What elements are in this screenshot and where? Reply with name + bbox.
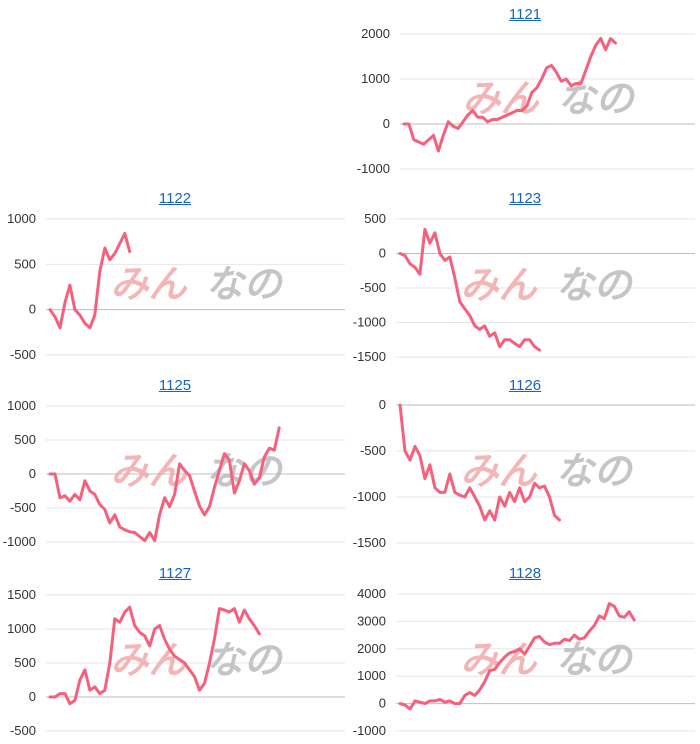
chart-panel-1123: 1123 500 0 -500 -1000 -1500 みん なの bbox=[350, 190, 700, 370]
line-chart: 2000 1000 0 -1000 みん なの bbox=[357, 26, 695, 176]
svg-text:なの: なの bbox=[556, 263, 634, 307]
y-tick-label: 1000 bbox=[361, 71, 390, 86]
y-tick-label: -1000 bbox=[353, 723, 386, 738]
series-line bbox=[398, 227, 541, 352]
y-tick-label: 0 bbox=[383, 116, 390, 131]
line-chart: 1000 500 0 -500 -1000 みん なの bbox=[3, 398, 345, 549]
chart-panel-1128: 1128 4000 3000 2000 1000 0 -1000 みん なの bbox=[350, 565, 700, 744]
y-tick-label: 0 bbox=[29, 466, 36, 481]
line-chart: 4000 3000 2000 1000 0 -1000 みん なの bbox=[353, 586, 695, 738]
svg-text:なの: なの bbox=[206, 449, 284, 493]
series-line bbox=[402, 37, 617, 153]
y-tick-label: 500 bbox=[14, 655, 36, 670]
y-tick-label: 1000 bbox=[357, 668, 386, 683]
y-tick-label: 3000 bbox=[357, 613, 386, 628]
y-tick-label: 2000 bbox=[357, 641, 386, 656]
series-line bbox=[48, 605, 261, 706]
chart-title-link[interactable]: 1125 bbox=[158, 377, 192, 394]
y-tick-label: 1000 bbox=[7, 621, 36, 636]
series-line bbox=[398, 403, 561, 522]
line-chart: 1000 500 0 -500 みん なの bbox=[7, 211, 345, 362]
chart-title-link[interactable]: 1121 bbox=[508, 6, 542, 23]
y-tick-label: 500 bbox=[364, 211, 386, 226]
watermark-logo: みん なの bbox=[461, 638, 634, 682]
chart-panel-1126: 1126 0 -500 -1000 -1500 みん なの bbox=[350, 377, 700, 557]
watermark-logo: みん なの bbox=[111, 449, 284, 493]
svg-text:みん: みん bbox=[461, 449, 538, 493]
y-tick-label: -1000 bbox=[357, 161, 390, 176]
y-tick-label: 0 bbox=[379, 246, 386, 261]
line-chart: 0 -500 -1000 -1500 みん なの bbox=[353, 397, 695, 550]
series-line bbox=[48, 426, 281, 543]
line-chart: 1500 1000 500 0 -500 みん なの bbox=[7, 587, 345, 738]
y-tick-label: 500 bbox=[14, 432, 36, 447]
y-tick-label: 0 bbox=[29, 689, 36, 704]
svg-text:なの: なの bbox=[206, 638, 284, 682]
chart-panel-1121: 1121 2000 1000 0 -1000 みん なの bbox=[350, 6, 700, 186]
svg-text:みん: みん bbox=[461, 638, 538, 682]
y-tick-label: -500 bbox=[10, 723, 36, 738]
svg-text:みん: みん bbox=[461, 263, 538, 307]
chart-title-link[interactable]: 1127 bbox=[158, 565, 192, 582]
y-tick-label: -1000 bbox=[353, 489, 386, 504]
y-tick-label: -500 bbox=[10, 347, 36, 362]
line-chart: 500 0 -500 -1000 -1500 みん なの bbox=[353, 211, 695, 364]
watermark-logo: みん なの bbox=[463, 77, 636, 121]
y-tick-label: 1500 bbox=[7, 587, 36, 602]
y-tick-label: -1000 bbox=[3, 534, 36, 549]
watermark-logo: みん なの bbox=[111, 262, 284, 306]
y-tick-label: -500 bbox=[360, 443, 386, 458]
y-tick-label: -500 bbox=[360, 280, 386, 295]
watermark-logo: みん なの bbox=[111, 638, 284, 682]
svg-text:なの: なの bbox=[556, 638, 634, 682]
y-tick-label: -1500 bbox=[353, 535, 386, 550]
y-tick-label: 0 bbox=[379, 397, 386, 412]
y-tick-label: 1000 bbox=[7, 398, 36, 413]
y-tick-label: 1000 bbox=[7, 211, 36, 226]
chart-title-link[interactable]: 1122 bbox=[158, 190, 192, 207]
watermark-logo: みん なの bbox=[461, 449, 634, 493]
chart-panel-1122: 1122 1000 500 0 -500 みん なの bbox=[0, 190, 350, 370]
svg-text:なの: なの bbox=[556, 449, 634, 493]
watermark-logo: みん なの bbox=[461, 263, 634, 307]
series-line bbox=[48, 232, 132, 330]
y-tick-label: -500 bbox=[10, 500, 36, 515]
y-tick-label: -1000 bbox=[353, 315, 386, 330]
y-tick-label: 4000 bbox=[357, 586, 386, 601]
svg-text:みん: みん bbox=[111, 262, 188, 306]
chart-title-link[interactable]: 1128 bbox=[508, 565, 542, 582]
chart-title-link[interactable]: 1126 bbox=[508, 377, 542, 394]
y-tick-label: 0 bbox=[29, 302, 36, 317]
series-line bbox=[398, 602, 636, 711]
chart-panel-1127: 1127 1500 1000 500 0 -500 みん なの bbox=[0, 565, 350, 744]
svg-text:なの: なの bbox=[206, 262, 284, 306]
chart-title-link[interactable]: 1123 bbox=[508, 190, 542, 207]
y-tick-label: 2000 bbox=[361, 26, 390, 41]
y-tick-label: 500 bbox=[14, 256, 36, 271]
y-tick-label: -1500 bbox=[353, 349, 386, 364]
y-tick-label: 0 bbox=[379, 696, 386, 711]
chart-panel-1125: 1125 1000 500 0 -500 -1000 みん なの bbox=[0, 377, 350, 557]
